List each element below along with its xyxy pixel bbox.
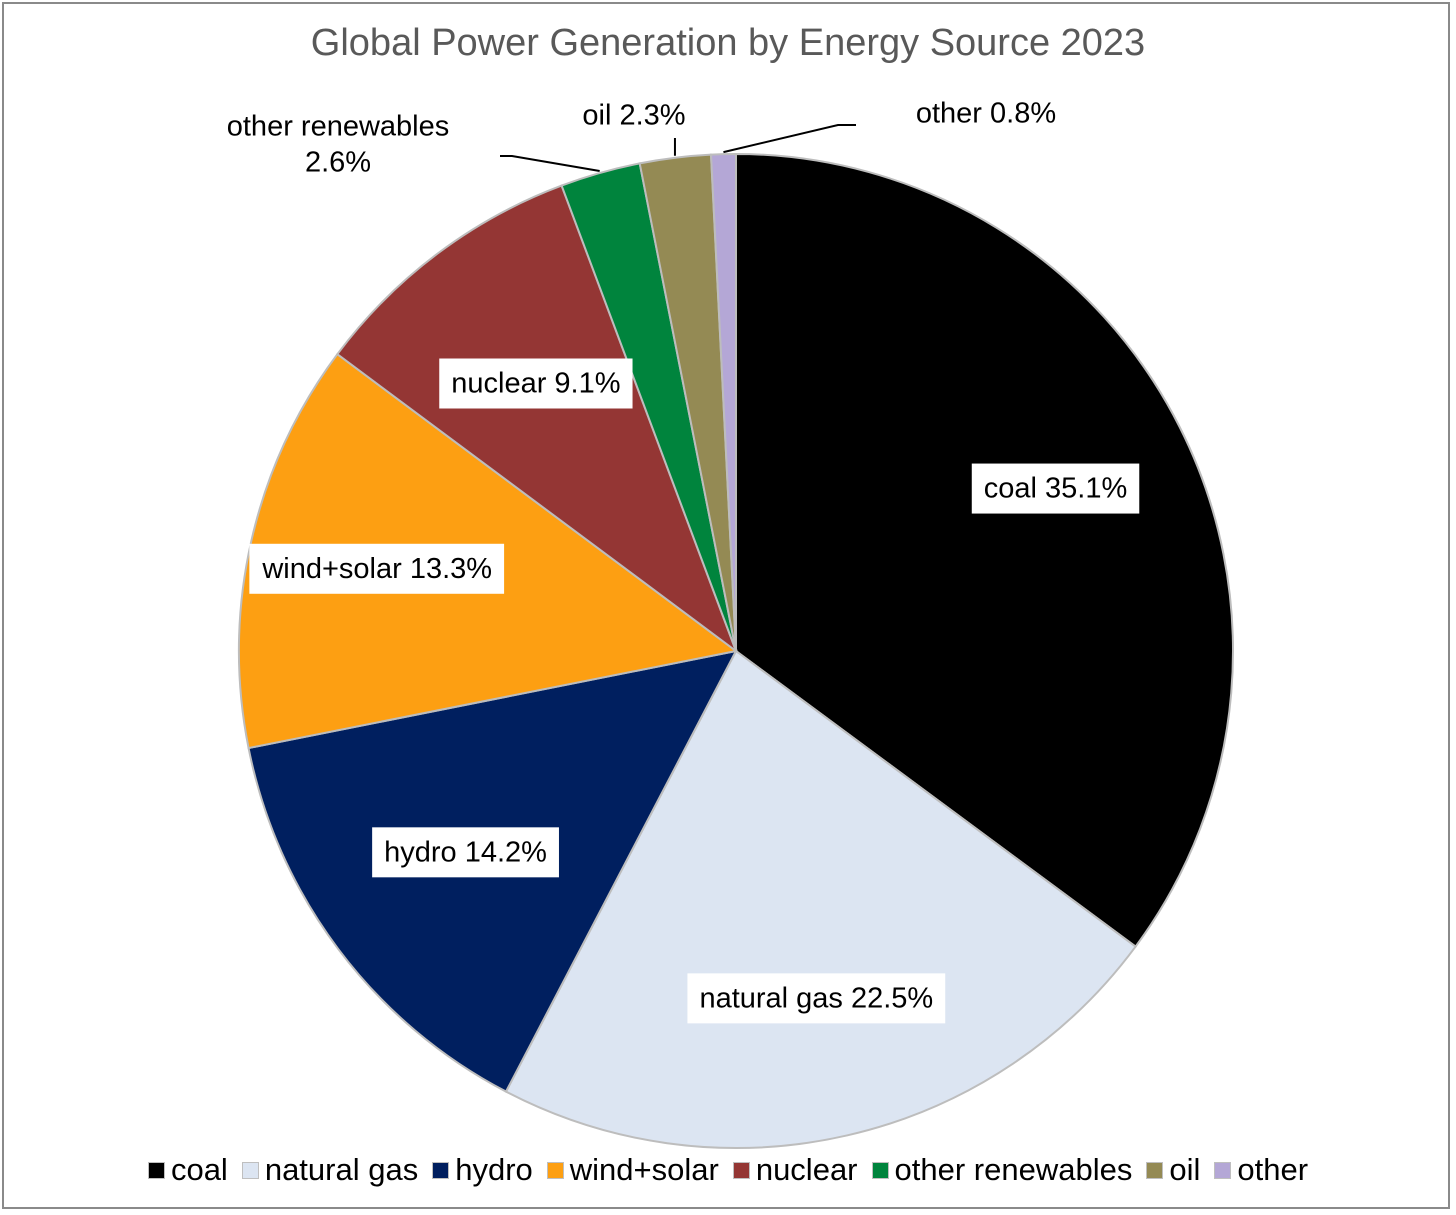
legend-label-nuclear: nuclear (755, 1152, 858, 1187)
legend-label-oil: oil (1169, 1152, 1201, 1187)
legend-item-hydro: hydro (432, 1152, 533, 1188)
svg-text:other renewables: other renewables (227, 111, 449, 143)
svg-text:2.6%: 2.6% (305, 147, 371, 179)
legend-label-coal: coal (170, 1152, 228, 1187)
legend-swatch-wind-solar (546, 1161, 564, 1179)
legend-swatch-oil (1146, 1161, 1164, 1179)
legend-swatch-coal (147, 1161, 165, 1179)
data-label-other: other 0.8% (916, 98, 1056, 130)
svg-text:oil 2.3%: oil 2.3% (582, 100, 685, 132)
chart-legend: coal natural gas hydro wind+solar nuclear oth… (0, 1150, 1456, 1190)
legend-label-other-renewables: other renewables (894, 1152, 1133, 1187)
svg-text:hydro 14.2%: hydro 14.2% (384, 836, 547, 868)
leader-line-other (723, 124, 856, 154)
legend-item-other: other (1214, 1152, 1308, 1188)
legend-swatch-natural-gas (241, 1161, 259, 1179)
legend-swatch-other-renewables (871, 1161, 889, 1179)
legend-label-other: other (1237, 1152, 1309, 1187)
svg-text:natural gas 22.5%: natural gas 22.5% (699, 982, 933, 1014)
legend-item-natural-gas: natural gas (241, 1152, 419, 1188)
legend-item-wind-solar: wind+solar (546, 1152, 719, 1188)
pie-slice-nuclear (335, 184, 739, 654)
legend-item-other-renewables: other renewables (871, 1152, 1133, 1188)
data-label-nuclear: nuclear 9.1% (439, 358, 633, 409)
svg-text:wind+solar 13.3%: wind+solar 13.3% (261, 553, 492, 585)
legend-label-natural-gas: natural gas (264, 1152, 419, 1187)
legend-item-coal: coal (147, 1152, 228, 1188)
data-label-hydro: hydro 14.2% (372, 827, 559, 878)
svg-text:nuclear 9.1%: nuclear 9.1% (451, 367, 620, 399)
pie-slice-other (709, 152, 737, 652)
svg-text:other 0.8%: other 0.8% (916, 98, 1056, 130)
data-label-coal: coal 35.1% (971, 463, 1140, 514)
legend-item-oil: oil (1146, 1152, 1200, 1188)
legend-label-wind-solar: wind+solar (569, 1152, 719, 1187)
legend-swatch-nuclear (732, 1161, 750, 1179)
data-label-oil: oil 2.3% (582, 100, 685, 132)
svg-text:coal 35.1%: coal 35.1% (984, 473, 1128, 505)
legend-swatch-hydro (432, 1161, 450, 1179)
data-label-natural-gas: natural gas 22.5% (687, 973, 946, 1024)
legend-label-hydro: hydro (455, 1152, 533, 1187)
leader-line-other-renewables (500, 155, 600, 172)
pie-slice-natural-gas (504, 649, 1137, 1149)
chart-title: Global Power Generation by Energy Source… (310, 22, 1146, 64)
pie-slice-coal (735, 152, 1234, 948)
data-label-other-renewables: other renewables 2.6% (227, 111, 449, 179)
legend-swatch-other (1214, 1161, 1232, 1179)
data-label-wind-solar: wind+solar 13.3% (249, 543, 505, 594)
legend-item-nuclear: nuclear (732, 1152, 858, 1188)
